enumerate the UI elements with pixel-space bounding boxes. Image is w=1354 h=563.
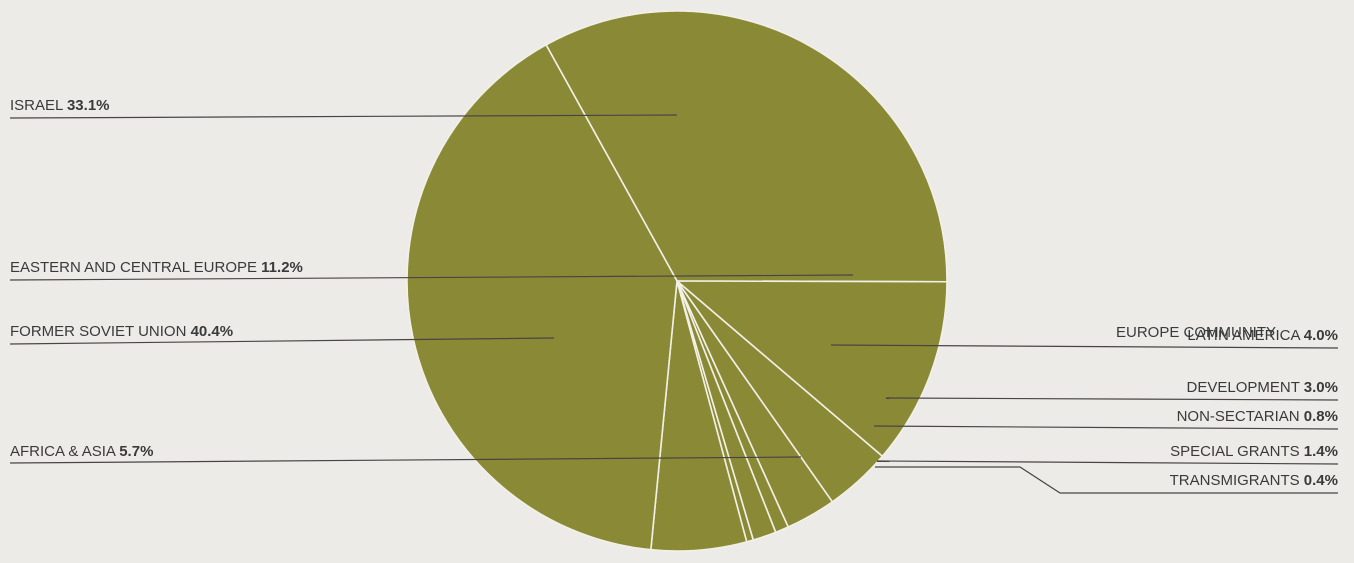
slice-value-non-sectarian: 0.8% — [1304, 408, 1338, 425]
pie-slice-israel — [545, 10, 948, 283]
slice-value-transmigrants: 0.4% — [1304, 472, 1338, 489]
leader-line-special-grants — [876, 460, 1339, 465]
slice-label-eastern-and-central-europe: EASTERN AND CENTRAL EUROPE 11.2% — [10, 259, 303, 276]
slice-value-israel: 33.1% — [67, 97, 110, 114]
slice-value-latin-america: 4.0% — [1304, 327, 1338, 344]
slice-label-line2-europe-community: DEVELOPMENT 3.0% — [1187, 379, 1338, 396]
slice-label-former-soviet-union: FORMER SOVIET UNION 40.4% — [10, 323, 233, 340]
slice-label-transmigrants: TRANSMIGRANTS 0.4% — [1170, 472, 1338, 489]
slice-value-eastern-and-central-europe: 11.2% — [261, 259, 303, 276]
slice-value-special-grants: 1.4% — [1304, 443, 1338, 460]
pie-slice-eastern-and-central-europe — [676, 280, 948, 458]
slice-value-africa-asia: 5.7% — [119, 443, 153, 460]
slice-label-latin-america: LATIN AMERICA 4.0% — [1187, 327, 1338, 344]
leader-line-former-soviet-union — [9, 337, 555, 345]
slice-value-former-soviet-union: 40.4% — [191, 323, 234, 340]
leader-line-transmigrants — [875, 466, 1338, 494]
slice-label-israel: ISRAEL 33.1% — [10, 97, 110, 114]
slice-label-europe-community: EUROPE COMMUNITY — [1116, 324, 1276, 341]
slice-label-africa-asia: AFRICA & ASIA 5.7% — [10, 443, 153, 460]
slice-label-special-grants: SPECIAL GRANTS 1.4% — [1170, 443, 1338, 460]
leader-line-africa-asia — [9, 456, 802, 464]
labels-layer: ISRAEL 33.1% EASTERN AND CENTRAL EUROPE 1… — [10, 97, 1338, 489]
leader-line-latin-america — [830, 344, 1339, 349]
slice-value-europe-community: 3.0% — [1304, 379, 1338, 396]
pie-slice-former-soviet-union — [406, 44, 678, 551]
leader-line-non-sectarian — [873, 425, 1339, 430]
leader-line-eastern-and-central-europe — [9, 274, 854, 281]
leader-line-europe-community — [885, 397, 1339, 401]
leader-lines-layer — [9, 114, 1339, 494]
slices-layer — [406, 10, 948, 552]
slice-label-non-sectarian: NON-SECTARIAN 0.8% — [1177, 408, 1338, 425]
leader-line-israel — [9, 114, 678, 119]
